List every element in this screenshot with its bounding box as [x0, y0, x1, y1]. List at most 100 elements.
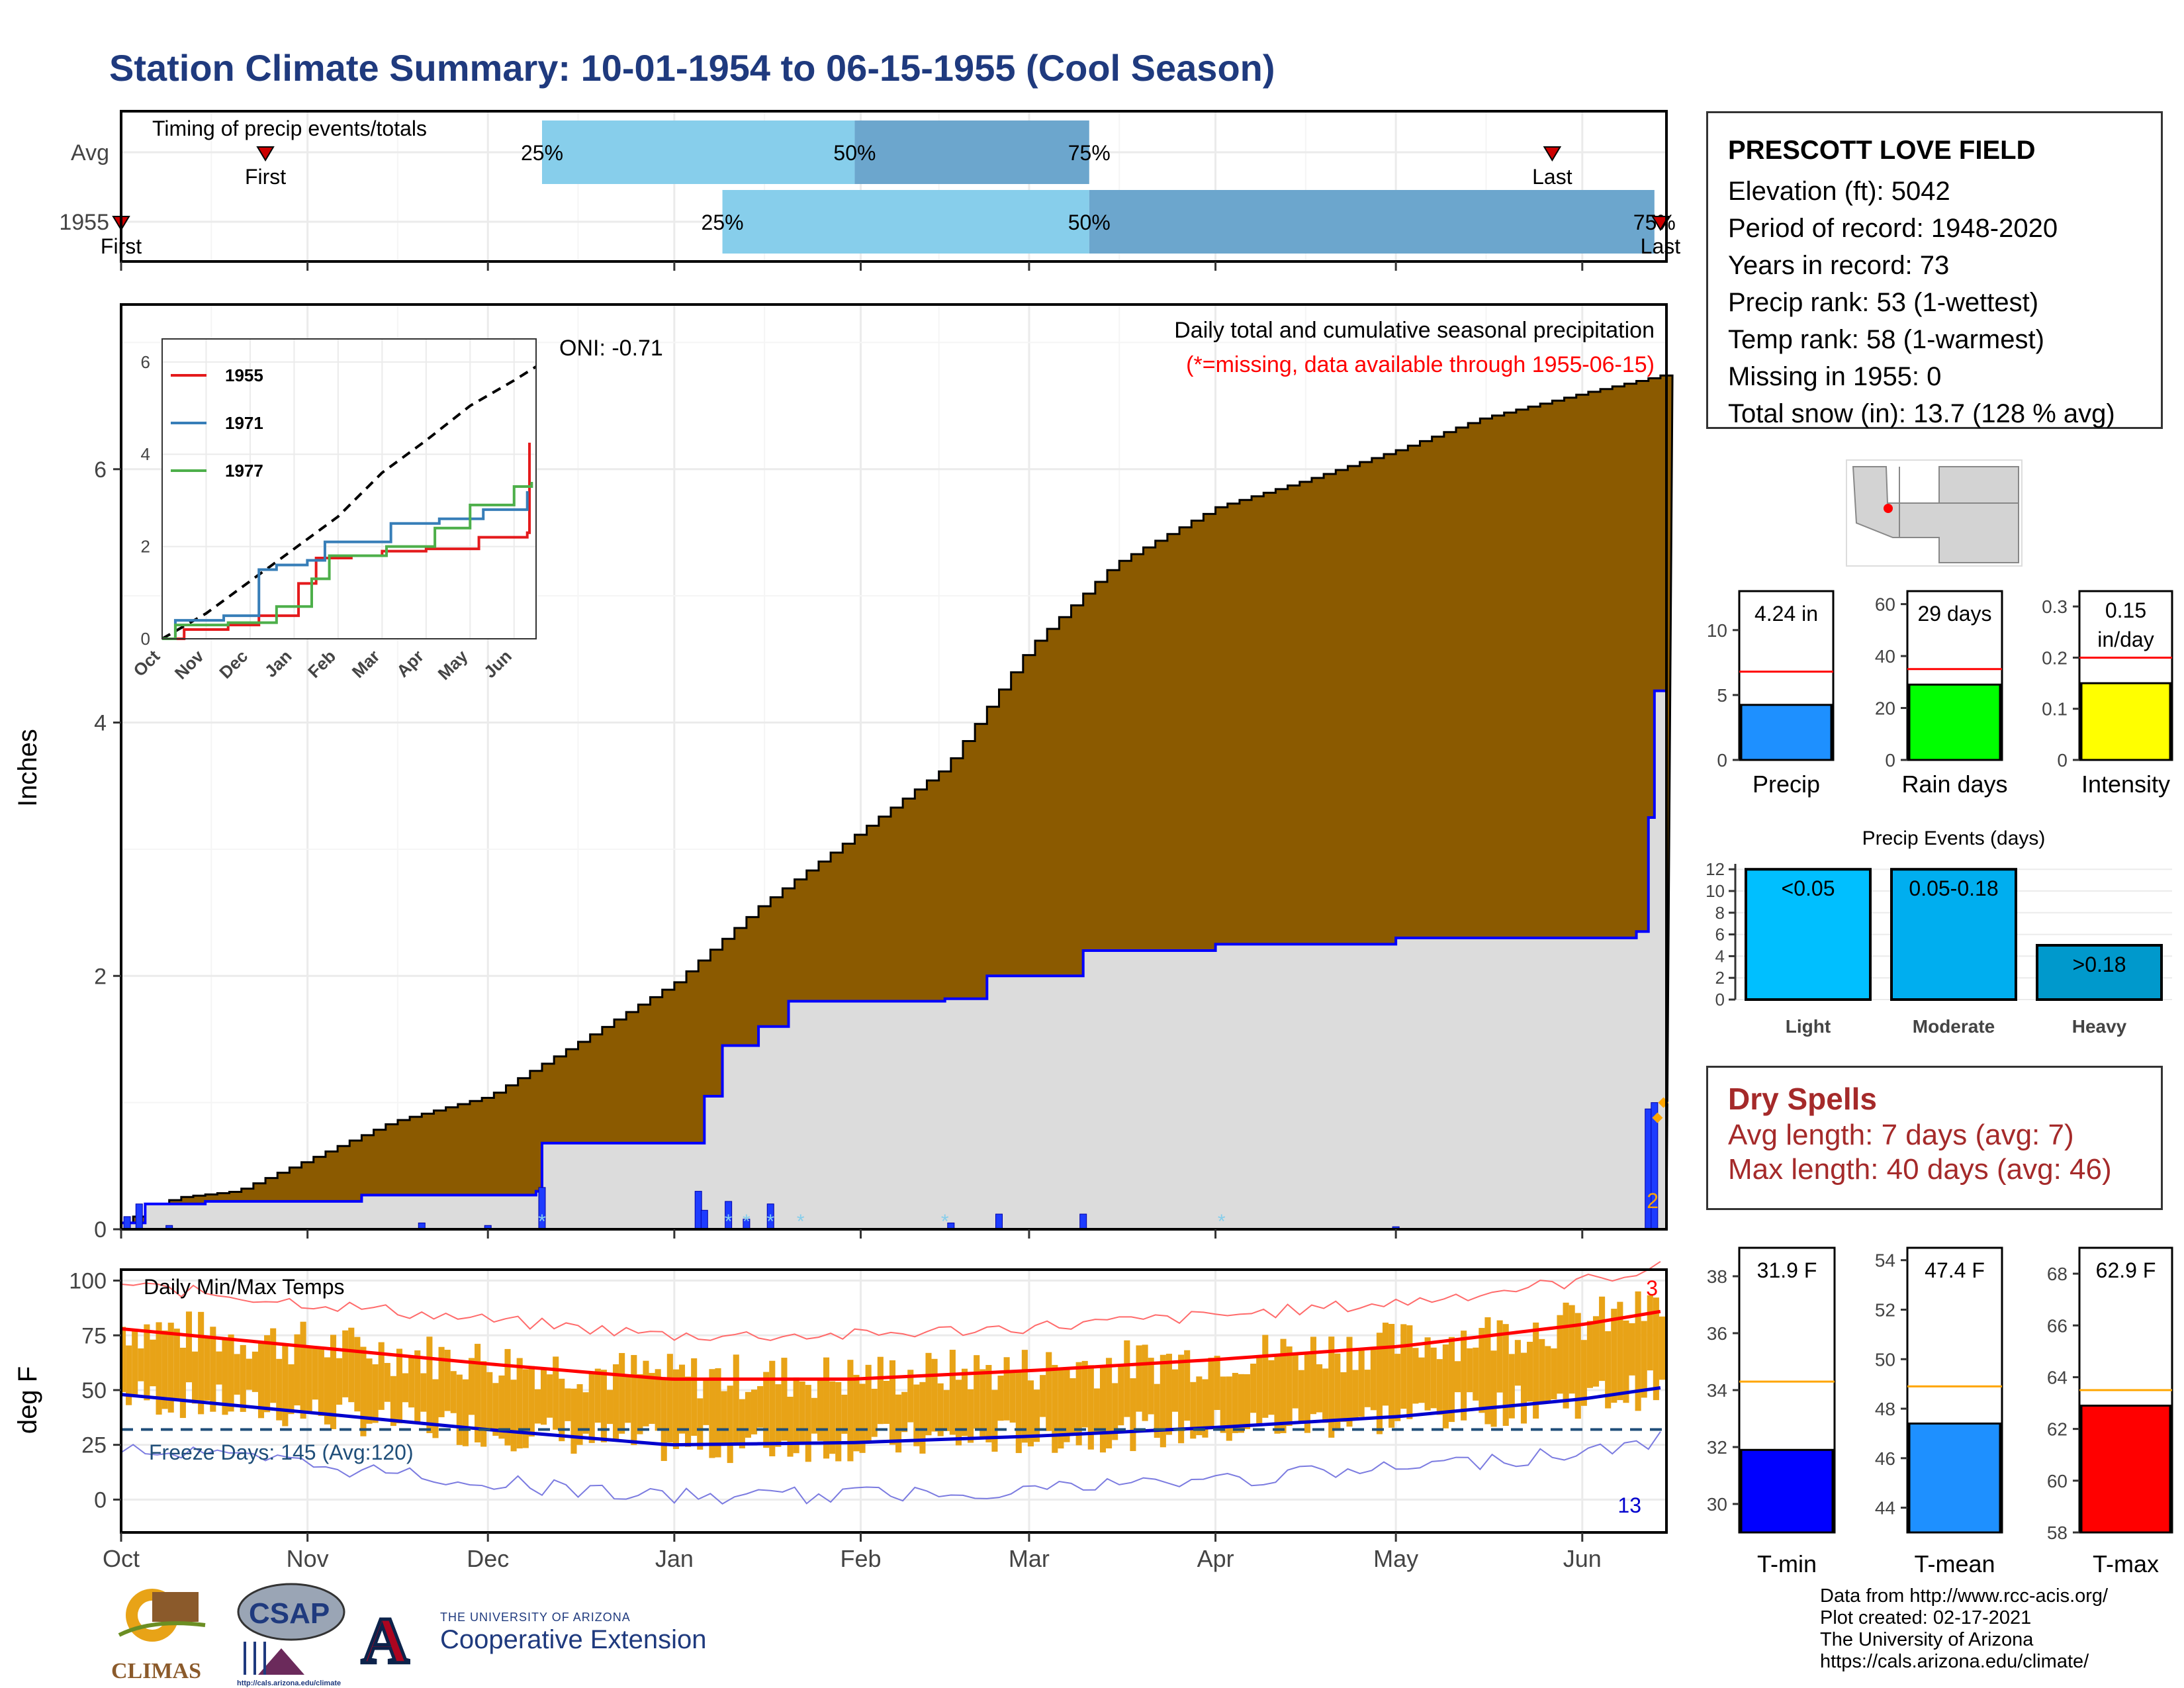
- record-low-count: 13: [1617, 1493, 1641, 1517]
- station-line: Temp rank: 58 (1-warmest): [1728, 325, 2044, 354]
- snow-marker: *: [1218, 1211, 1226, 1233]
- timing-pct-label: 75%: [1068, 141, 1111, 165]
- daily-temp-bar: [336, 1358, 343, 1405]
- daily-temp-bar: [913, 1384, 920, 1446]
- daily-temp-bar: [739, 1399, 745, 1448]
- y-tick-label: 0: [94, 1217, 107, 1243]
- snow-marker: *: [941, 1211, 949, 1233]
- daily-temp-bar: [384, 1362, 390, 1402]
- timing-pct-label: 50%: [833, 141, 876, 165]
- y-tick-label: 100: [69, 1269, 107, 1294]
- daily-temp-bar: [1569, 1305, 1575, 1394]
- daily-precip-bar: [123, 1216, 131, 1230]
- snow-marker: *: [766, 1211, 774, 1233]
- daily-temp-bar: [1364, 1370, 1371, 1407]
- daily-temp-bar: [1034, 1389, 1040, 1442]
- precip-frame: [120, 303, 1668, 1231]
- inset-legend-label: 1977: [225, 461, 263, 481]
- daily-temp-bar: [540, 1368, 547, 1425]
- daily-temp-bar: [306, 1347, 312, 1413]
- daily-temp-bar: [1136, 1345, 1142, 1412]
- precip-subtitle: (*=missing, data available through 1955-…: [1186, 352, 1655, 377]
- daily-temp-bar: [360, 1346, 367, 1436]
- daily-temp-bar: [769, 1360, 776, 1456]
- daily-temp-bar: [799, 1381, 805, 1443]
- avg-max-line: [120, 1309, 1661, 1381]
- daily-temp-bar: [234, 1354, 240, 1395]
- daily-temp-bar: [961, 1368, 968, 1436]
- events-bar-label: <0.05: [1782, 876, 1835, 900]
- daily-temp-bar: [312, 1347, 318, 1400]
- daily-temp-bar: [1340, 1372, 1347, 1422]
- footer-line: The University of Arizona: [1820, 1629, 2034, 1650]
- y-tick-label: 75: [81, 1323, 107, 1348]
- inset-y-tick: 2: [141, 537, 150, 557]
- events-bar-label: 0.05-0.18: [1909, 876, 1998, 900]
- daily-temp-bar: [414, 1350, 421, 1425]
- daily-temp-bar: [1262, 1335, 1269, 1418]
- ua-small-text: THE UNIVERSITY OF ARIZONA: [440, 1611, 631, 1624]
- first-label: First: [245, 165, 286, 189]
- daily-temp-bar: [348, 1327, 355, 1403]
- raindays-summary-value: 29 days: [1917, 602, 1991, 626]
- daily-temp-bar: [167, 1323, 174, 1413]
- inset-avg-line: [161, 365, 537, 640]
- daily-temp-bar: [1081, 1360, 1088, 1428]
- daily-precip-bar: [135, 1203, 143, 1230]
- daily-temp-bar: [120, 1327, 126, 1392]
- daily-temp-bar: [865, 1364, 872, 1443]
- daily-temp-bar: [1238, 1374, 1245, 1433]
- tmean-summary-bar: [1908, 1422, 2001, 1534]
- daily-temp-bar: [264, 1335, 271, 1413]
- station-line: Years in record: 73: [1728, 251, 1950, 280]
- station-line: Precip rank: 53 (1-wettest): [1728, 288, 2039, 317]
- daily-temp-bar: [185, 1311, 193, 1383]
- record-high-line: [120, 1260, 1661, 1341]
- daily-temp-bar: [378, 1342, 385, 1410]
- timing-border: [120, 110, 1668, 263]
- daily-temp-bar: [132, 1330, 138, 1395]
- daily-temp-bar: [1027, 1380, 1034, 1447]
- daily-temp-bar: [949, 1350, 956, 1435]
- daily-temp-bar: [697, 1398, 704, 1450]
- daily-temp-bar: [173, 1329, 180, 1401]
- daily-temp-bar: [883, 1380, 889, 1425]
- daily-temp-bar: [1316, 1364, 1323, 1413]
- inset-border: [161, 338, 537, 639]
- daily-temp-bar: [1527, 1341, 1533, 1402]
- daily-temp-bar: [1274, 1354, 1281, 1434]
- daily-temp-bar: [727, 1385, 733, 1464]
- daily-temp-bar: [324, 1357, 330, 1425]
- daily-temp-bar: [763, 1372, 770, 1448]
- daily-temp-bar: [1244, 1374, 1251, 1429]
- daily-temp-bar: [847, 1360, 854, 1462]
- y-tick-label: 6: [94, 457, 107, 483]
- y-tick-label: 0: [1717, 750, 1727, 771]
- daily-temp-bar: [1484, 1317, 1491, 1425]
- temp-title: Daily Min/Max Temps: [144, 1275, 344, 1299]
- daily-temp-bar: [1021, 1350, 1028, 1443]
- daily-temp-bar: [1592, 1316, 1600, 1387]
- daily-temp-bar: [257, 1340, 265, 1419]
- daily-temp-bar: [1286, 1346, 1293, 1426]
- daily-temp-bar: [625, 1375, 631, 1423]
- y-tick-label: 48: [1875, 1399, 1895, 1419]
- y-axis-label: Inches: [13, 729, 42, 807]
- inset-series-line: [162, 482, 533, 640]
- daily-temp-bar: [823, 1357, 830, 1459]
- daily-temp-bar: [498, 1375, 505, 1439]
- inset-y-tick: 0: [141, 629, 150, 649]
- daily-temp-bar: [1629, 1323, 1635, 1376]
- daily-temp-bar: [1226, 1376, 1232, 1441]
- daily-temp-bar: [955, 1380, 962, 1446]
- daily-temp-bar: [1436, 1359, 1443, 1415]
- daily-temp-bar: [1455, 1361, 1461, 1393]
- daily-temp-bar: [204, 1338, 210, 1401]
- daily-temp-bar: [829, 1381, 836, 1454]
- daily-temp-bar: [1653, 1297, 1659, 1401]
- daily-temp-bar: [161, 1330, 168, 1409]
- daily-temp-bar: [1563, 1302, 1569, 1409]
- y-tick-label: 54: [1875, 1250, 1895, 1271]
- y-tick-label: 66: [2047, 1315, 2068, 1336]
- daily-temp-bar: [678, 1364, 686, 1434]
